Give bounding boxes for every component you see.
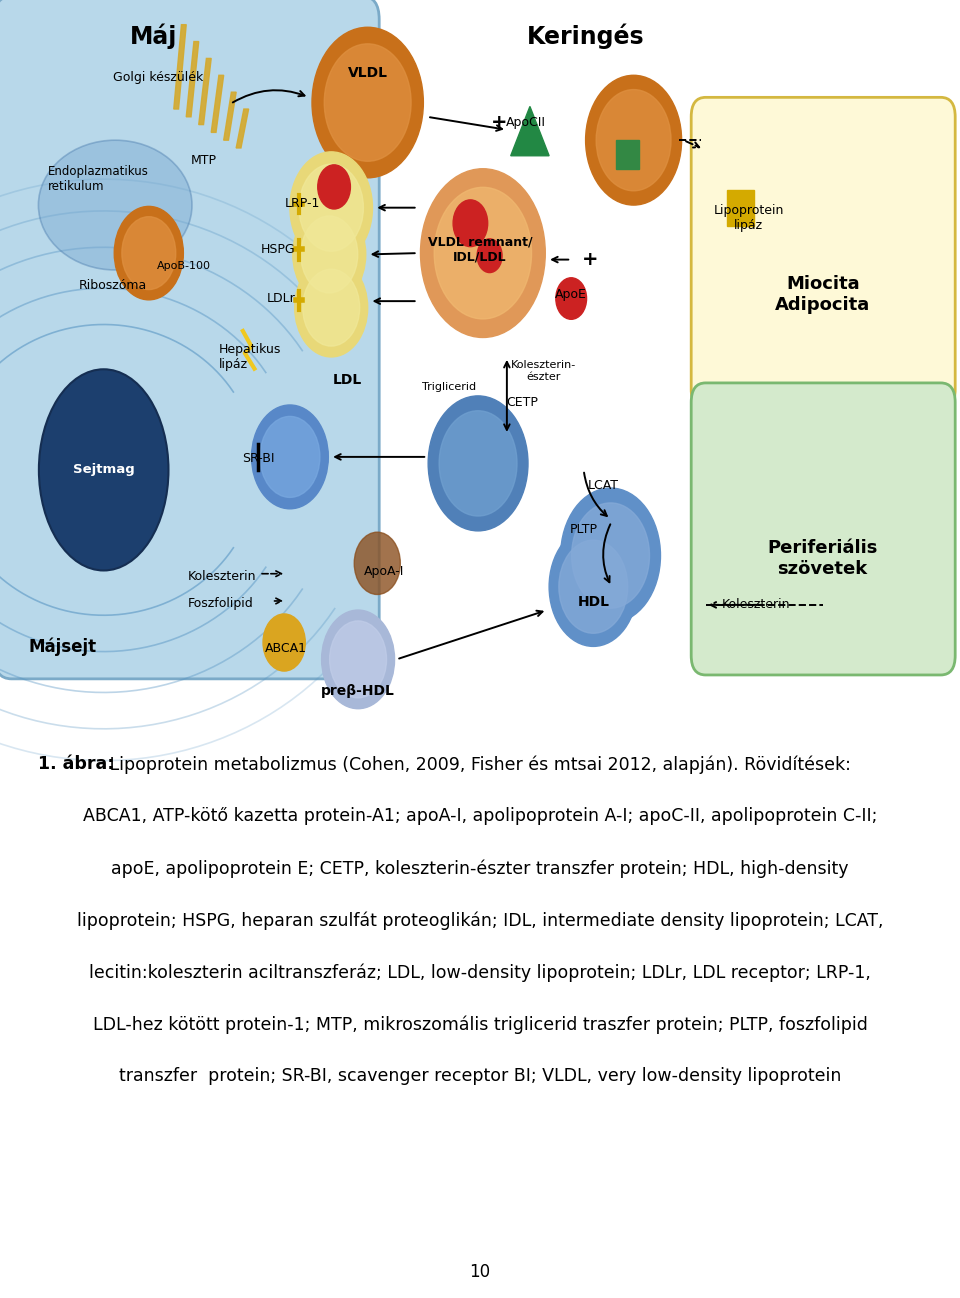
Circle shape <box>318 165 350 209</box>
Text: MTP: MTP <box>190 154 217 167</box>
Circle shape <box>329 620 387 698</box>
Text: Keringés: Keringés <box>527 23 644 49</box>
Text: 10: 10 <box>469 1263 491 1281</box>
Circle shape <box>299 164 364 252</box>
Text: transzfer  protein; SR-BI, scavenger receptor BI; VLDL, very low-density lipopro: transzfer protein; SR-BI, scavenger rece… <box>119 1067 841 1085</box>
Text: Sejtmag: Sejtmag <box>73 463 134 476</box>
Circle shape <box>322 610 395 709</box>
Text: Hepatikus
lipáz: Hepatikus lipáz <box>219 343 281 371</box>
Circle shape <box>596 90 671 191</box>
Text: LDL-hez kötött protein-1; MTP, mikroszomális triglicerid traszfer protein; PLTP,: LDL-hez kötött protein-1; MTP, mikroszom… <box>92 1015 868 1033</box>
Text: ApoE: ApoE <box>555 288 588 301</box>
Text: lipoprotein; HSPG, heparan szulfát proteoglikán; IDL, intermediate density lipop: lipoprotein; HSPG, heparan szulfát prote… <box>77 911 883 929</box>
Text: Koleszterin: Koleszterin <box>721 598 790 611</box>
Circle shape <box>293 205 366 304</box>
Circle shape <box>549 527 637 646</box>
Text: Riboszóma: Riboszóma <box>79 279 147 292</box>
Text: Foszfolipid: Foszfolipid <box>188 597 253 610</box>
Bar <box>616 140 639 169</box>
Ellipse shape <box>38 369 169 571</box>
Text: VLDL: VLDL <box>348 66 388 79</box>
Text: PLTP: PLTP <box>569 523 598 536</box>
Circle shape <box>561 488 660 623</box>
Polygon shape <box>211 75 224 132</box>
Text: LDLr: LDLr <box>267 292 296 305</box>
Circle shape <box>556 278 587 319</box>
Text: Lipoprotein metabolizmus (Cohen, 2009, Fisher és mtsai 2012, alapján). Rövidítés: Lipoprotein metabolizmus (Cohen, 2009, F… <box>104 755 851 774</box>
Text: ABCA1: ABCA1 <box>265 643 307 655</box>
Bar <box>727 190 754 226</box>
Text: Miocita
Adipocita: Miocita Adipocita <box>775 275 871 314</box>
Text: ApoB-100: ApoB-100 <box>157 261 211 271</box>
FancyBboxPatch shape <box>0 0 379 679</box>
Circle shape <box>263 614 305 671</box>
Circle shape <box>571 502 650 609</box>
Circle shape <box>122 217 176 289</box>
Polygon shape <box>511 106 549 156</box>
Text: Koleszterin: Koleszterin <box>188 570 256 583</box>
Circle shape <box>312 27 423 178</box>
Circle shape <box>302 269 360 347</box>
Text: +: + <box>582 251 599 269</box>
Polygon shape <box>236 109 249 148</box>
Text: ApoCII: ApoCII <box>506 116 546 129</box>
Polygon shape <box>186 42 199 117</box>
Text: Máj: Máj <box>130 23 178 49</box>
Circle shape <box>428 396 528 531</box>
FancyBboxPatch shape <box>691 97 955 409</box>
Text: lecitin:koleszterin aciltranszferáz; LDL, low-density lipoprotein; LDLr, LDL rec: lecitin:koleszterin aciltranszferáz; LDL… <box>89 963 871 981</box>
Polygon shape <box>199 58 211 125</box>
FancyBboxPatch shape <box>691 383 955 675</box>
Text: preβ-HDL: preβ-HDL <box>322 684 395 697</box>
Text: VLDL remnant/
IDL/LDL: VLDL remnant/ IDL/LDL <box>428 235 532 263</box>
Circle shape <box>300 215 358 293</box>
Text: LRP-1: LRP-1 <box>285 197 321 210</box>
Text: Golgi készülék: Golgi készülék <box>113 71 204 84</box>
Circle shape <box>420 169 545 337</box>
Text: CETP: CETP <box>506 396 539 409</box>
Circle shape <box>453 200 488 247</box>
Polygon shape <box>224 92 236 140</box>
Circle shape <box>295 258 368 357</box>
Circle shape <box>324 44 411 161</box>
Text: LCAT: LCAT <box>588 479 618 492</box>
Circle shape <box>260 417 320 497</box>
Text: Triglicerid: Triglicerid <box>422 382 476 392</box>
Circle shape <box>290 152 372 263</box>
Circle shape <box>354 532 400 594</box>
Text: Endoplazmatikus
retikulum: Endoplazmatikus retikulum <box>48 165 149 193</box>
Circle shape <box>439 410 517 517</box>
Circle shape <box>586 75 682 205</box>
Circle shape <box>434 187 532 319</box>
Circle shape <box>477 239 502 273</box>
Text: 1. ábra:: 1. ábra: <box>38 755 115 774</box>
Text: ApoA-I: ApoA-I <box>364 565 404 578</box>
Circle shape <box>114 206 183 300</box>
Text: Májsejt: Májsejt <box>29 637 97 655</box>
Text: LDL: LDL <box>333 374 362 387</box>
Text: Koleszterin-
észter: Koleszterin- észter <box>511 361 576 382</box>
Text: +: + <box>491 113 508 131</box>
Text: Periferiális
szövetek: Periferiális szövetek <box>768 539 877 578</box>
Text: apoE, apolipoprotein E; CETP, koleszterin-észter transzfer protein; HDL, high-de: apoE, apolipoprotein E; CETP, koleszteri… <box>111 859 849 877</box>
Text: ABCA1, ATP-kötő kazetta protein-A1; apoA-I, apolipoprotein A-I; apoC-II, apolipo: ABCA1, ATP-kötő kazetta protein-A1; apoA… <box>83 807 877 826</box>
Circle shape <box>252 405 328 509</box>
Text: Lipoprotein
lipáz: Lipoprotein lipáz <box>713 204 784 232</box>
Text: HDL: HDL <box>577 596 610 609</box>
Polygon shape <box>174 25 186 109</box>
Text: SR-BI: SR-BI <box>242 452 275 465</box>
Ellipse shape <box>38 140 192 270</box>
Text: HSPG: HSPG <box>261 243 296 256</box>
Circle shape <box>559 540 628 633</box>
